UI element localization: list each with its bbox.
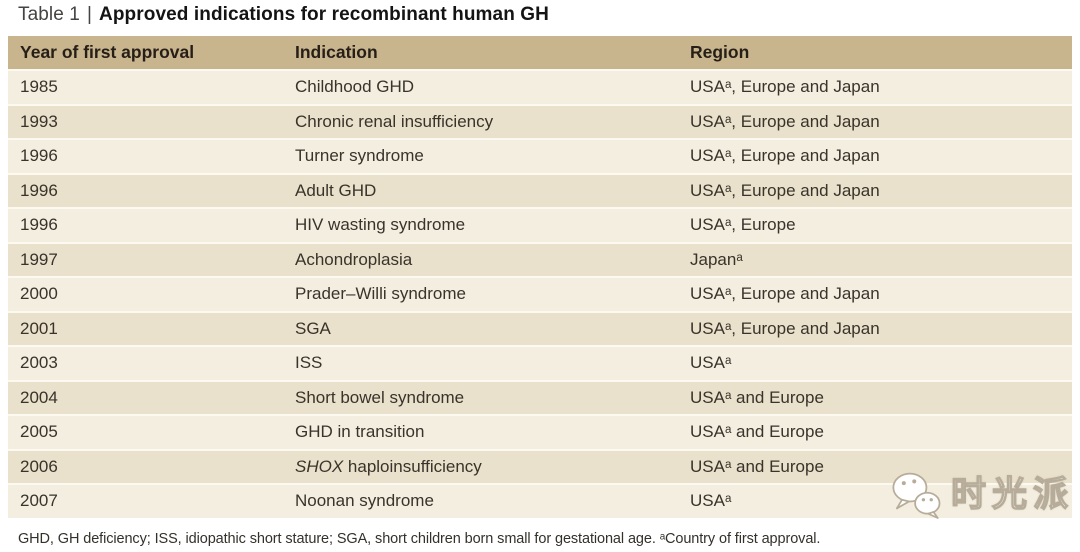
indication-text: Childhood GHD bbox=[295, 77, 415, 97]
cell-year: 1997 bbox=[20, 249, 58, 269]
indication-text: haploinsufficiency bbox=[343, 456, 482, 476]
cell-region: USAᵃ, Europe bbox=[690, 215, 796, 235]
title-separator: | bbox=[86, 4, 93, 25]
indication-text: ISS bbox=[295, 353, 323, 373]
cell-indication: Chronic renal insufficiency bbox=[283, 112, 678, 132]
indication-text: GHD in transition bbox=[295, 422, 425, 442]
cell-region: USAᵃ and Europe bbox=[690, 422, 824, 442]
cell-year: 2005 bbox=[20, 422, 58, 442]
cell-region: USAᵃ and Europe bbox=[690, 387, 824, 407]
cell-region: USAᵃ, Europe and Japan bbox=[690, 180, 880, 200]
indication-text: Chronic renal insufficiency bbox=[295, 111, 494, 131]
table-row: 1997 Achondroplasia Japanᵃ bbox=[8, 241, 1072, 276]
cell-region: USAᵃ, Europe and Japan bbox=[690, 111, 880, 131]
cell-region: USAᵃ, Europe and Japan bbox=[690, 318, 880, 338]
cell-year: 2003 bbox=[20, 353, 58, 373]
table-footnote: GHD, GH deficiency; ISS, idiopathic shor… bbox=[18, 531, 821, 547]
cell-region: USAᵃ, Europe and Japan bbox=[690, 146, 880, 166]
cell-indication: ISS bbox=[283, 353, 678, 373]
cell-indication: SGA bbox=[283, 319, 678, 339]
header-region: Region bbox=[690, 42, 750, 62]
cell-indication: HIV wasting syndrome bbox=[283, 215, 678, 235]
cell-year: 1993 bbox=[20, 111, 58, 131]
cell-region: USAᵃ, Europe and Japan bbox=[690, 284, 880, 304]
header-indication: Indication bbox=[295, 42, 378, 62]
gene-symbol: SHOX bbox=[295, 456, 344, 476]
table-row: 1996 Adult GHD USAᵃ, Europe and Japan bbox=[8, 172, 1072, 207]
table-row: 2001 SGA USAᵃ, Europe and Japan bbox=[8, 310, 1072, 345]
table-row: 1996 HIV wasting syndrome USAᵃ, Europe bbox=[8, 207, 1072, 242]
indication-text: Prader–Willi syndrome bbox=[295, 284, 466, 304]
table-title: Table 1 | Approved indications for recombi… bbox=[18, 4, 549, 26]
table-row: 1985 Childhood GHD USAᵃ, Europe and Japa… bbox=[8, 69, 1072, 104]
table-row: 2007 Noonan syndrome USAᵃ bbox=[8, 483, 1072, 518]
cell-year: 1996 bbox=[20, 146, 58, 166]
indication-text: Short bowel syndrome bbox=[295, 387, 465, 407]
table-row: 2003 ISS USAᵃ bbox=[8, 345, 1072, 380]
cell-indication: Childhood GHD bbox=[283, 77, 678, 97]
table-row: 1993 Chronic renal insufficiency USAᵃ, E… bbox=[8, 103, 1072, 138]
title-text: Approved indications for recombinant hum… bbox=[99, 4, 549, 25]
indication-text: HIV wasting syndrome bbox=[295, 215, 466, 235]
indication-text: Achondroplasia bbox=[295, 249, 413, 269]
table-row: 2004 Short bowel syndrome USAᵃ and Europ… bbox=[8, 379, 1072, 414]
cell-region: USAᵃ and Europe bbox=[690, 456, 824, 476]
cell-indication: SHOX haploinsufficiency bbox=[283, 457, 678, 477]
cell-year: 2000 bbox=[20, 284, 58, 304]
cell-year: 2001 bbox=[20, 318, 58, 338]
cell-region: USAᵃ, Europe and Japan bbox=[690, 77, 880, 97]
cell-year: 1996 bbox=[20, 215, 58, 235]
cell-year: 2004 bbox=[20, 387, 58, 407]
table-row: 2006 SHOX haploinsufficiency USAᵃ and Eu… bbox=[8, 448, 1072, 483]
cell-indication: Adult GHD bbox=[283, 181, 678, 201]
cell-indication: Turner syndrome bbox=[283, 146, 678, 166]
approvals-table: Year of first approval Indication Region… bbox=[8, 36, 1072, 518]
table-body: 1985 Childhood GHD USAᵃ, Europe and Japa… bbox=[8, 69, 1072, 518]
cell-indication: Short bowel syndrome bbox=[283, 388, 678, 408]
indication-text: Noonan syndrome bbox=[295, 491, 434, 511]
cell-indication: Achondroplasia bbox=[283, 250, 678, 270]
table-row: 1996 Turner syndrome USAᵃ, Europe and Ja… bbox=[8, 138, 1072, 173]
indication-text: Turner syndrome bbox=[295, 146, 424, 166]
cell-indication: Noonan syndrome bbox=[283, 491, 678, 511]
table-row: 2000 Prader–Willi syndrome USAᵃ, Europe … bbox=[8, 276, 1072, 311]
cell-region: USAᵃ bbox=[690, 353, 732, 373]
cell-indication: GHD in transition bbox=[283, 422, 678, 442]
cell-indication: Prader–Willi syndrome bbox=[283, 284, 678, 304]
cell-region: USAᵃ bbox=[690, 491, 732, 511]
cell-region: Japanᵃ bbox=[690, 249, 743, 269]
header-year: Year of first approval bbox=[20, 42, 195, 62]
indication-text: SGA bbox=[295, 318, 331, 338]
cell-year: 1996 bbox=[20, 180, 58, 200]
cell-year: 2006 bbox=[20, 456, 58, 476]
cell-year: 2007 bbox=[20, 491, 58, 511]
table-number: Table 1 bbox=[18, 4, 80, 25]
cell-year: 1985 bbox=[20, 77, 58, 97]
indication-text: Adult GHD bbox=[295, 180, 377, 200]
table-row: 2005 GHD in transition USAᵃ and Europe bbox=[8, 414, 1072, 449]
table-header-row: Year of first approval Indication Region bbox=[8, 36, 1072, 69]
